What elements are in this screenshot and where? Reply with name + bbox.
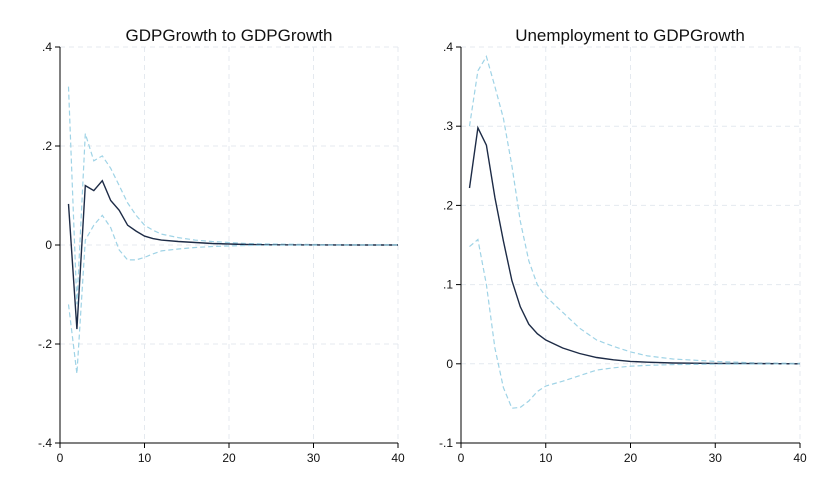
x-tick-label: 20: [222, 451, 236, 465]
x-tick-label: 30: [307, 451, 321, 465]
y-tick-label: 0: [45, 238, 52, 252]
series-lower-line: [67, 214, 398, 374]
series-estimate-line: [67, 179, 398, 330]
panel-title: GDPGrowth to GDPGrowth: [126, 26, 333, 45]
y-tick-label: .3: [443, 119, 453, 133]
x-tick-label: 40: [793, 451, 807, 465]
x-tick-label: 0: [57, 451, 64, 465]
x-tick-label: 10: [539, 451, 553, 465]
series-upper-line: [67, 86, 399, 305]
series-lower-line: [469, 238, 801, 409]
x-tick-label: 20: [624, 451, 638, 465]
y-tick-label: .4: [443, 40, 453, 54]
y-tick-label: .2: [42, 139, 52, 153]
series-estimate-line: [468, 125, 801, 365]
y-tick-label: -.2: [38, 337, 52, 351]
y-tick-label: -.1: [439, 436, 453, 450]
panel-title: Unemployment to GDPGrowth: [515, 26, 745, 45]
x-tick-label: 0: [458, 451, 465, 465]
x-tick-label: 30: [709, 451, 723, 465]
y-tick-label: .2: [443, 198, 453, 212]
y-tick-label: .1: [443, 278, 453, 292]
panel-gdpgrowth-to-gdpgrowth: GDPGrowth to GDPGrowth -.4 -.2 0 .2 .4 0 10 20 3…: [38, 26, 405, 465]
panel-unemployment-to-gdpgrowth: Unemployment to GDPGrowth -.1 0 .1 .2 .3 .4 0 1…: [439, 26, 807, 465]
x-tick-label: 10: [138, 451, 152, 465]
y-tick-label: .4: [42, 40, 52, 54]
y-tick-label: 0: [446, 357, 453, 371]
x-tick-label: 40: [391, 451, 405, 465]
y-tick-label: -.4: [38, 436, 52, 450]
series-upper-line: [468, 54, 801, 364]
